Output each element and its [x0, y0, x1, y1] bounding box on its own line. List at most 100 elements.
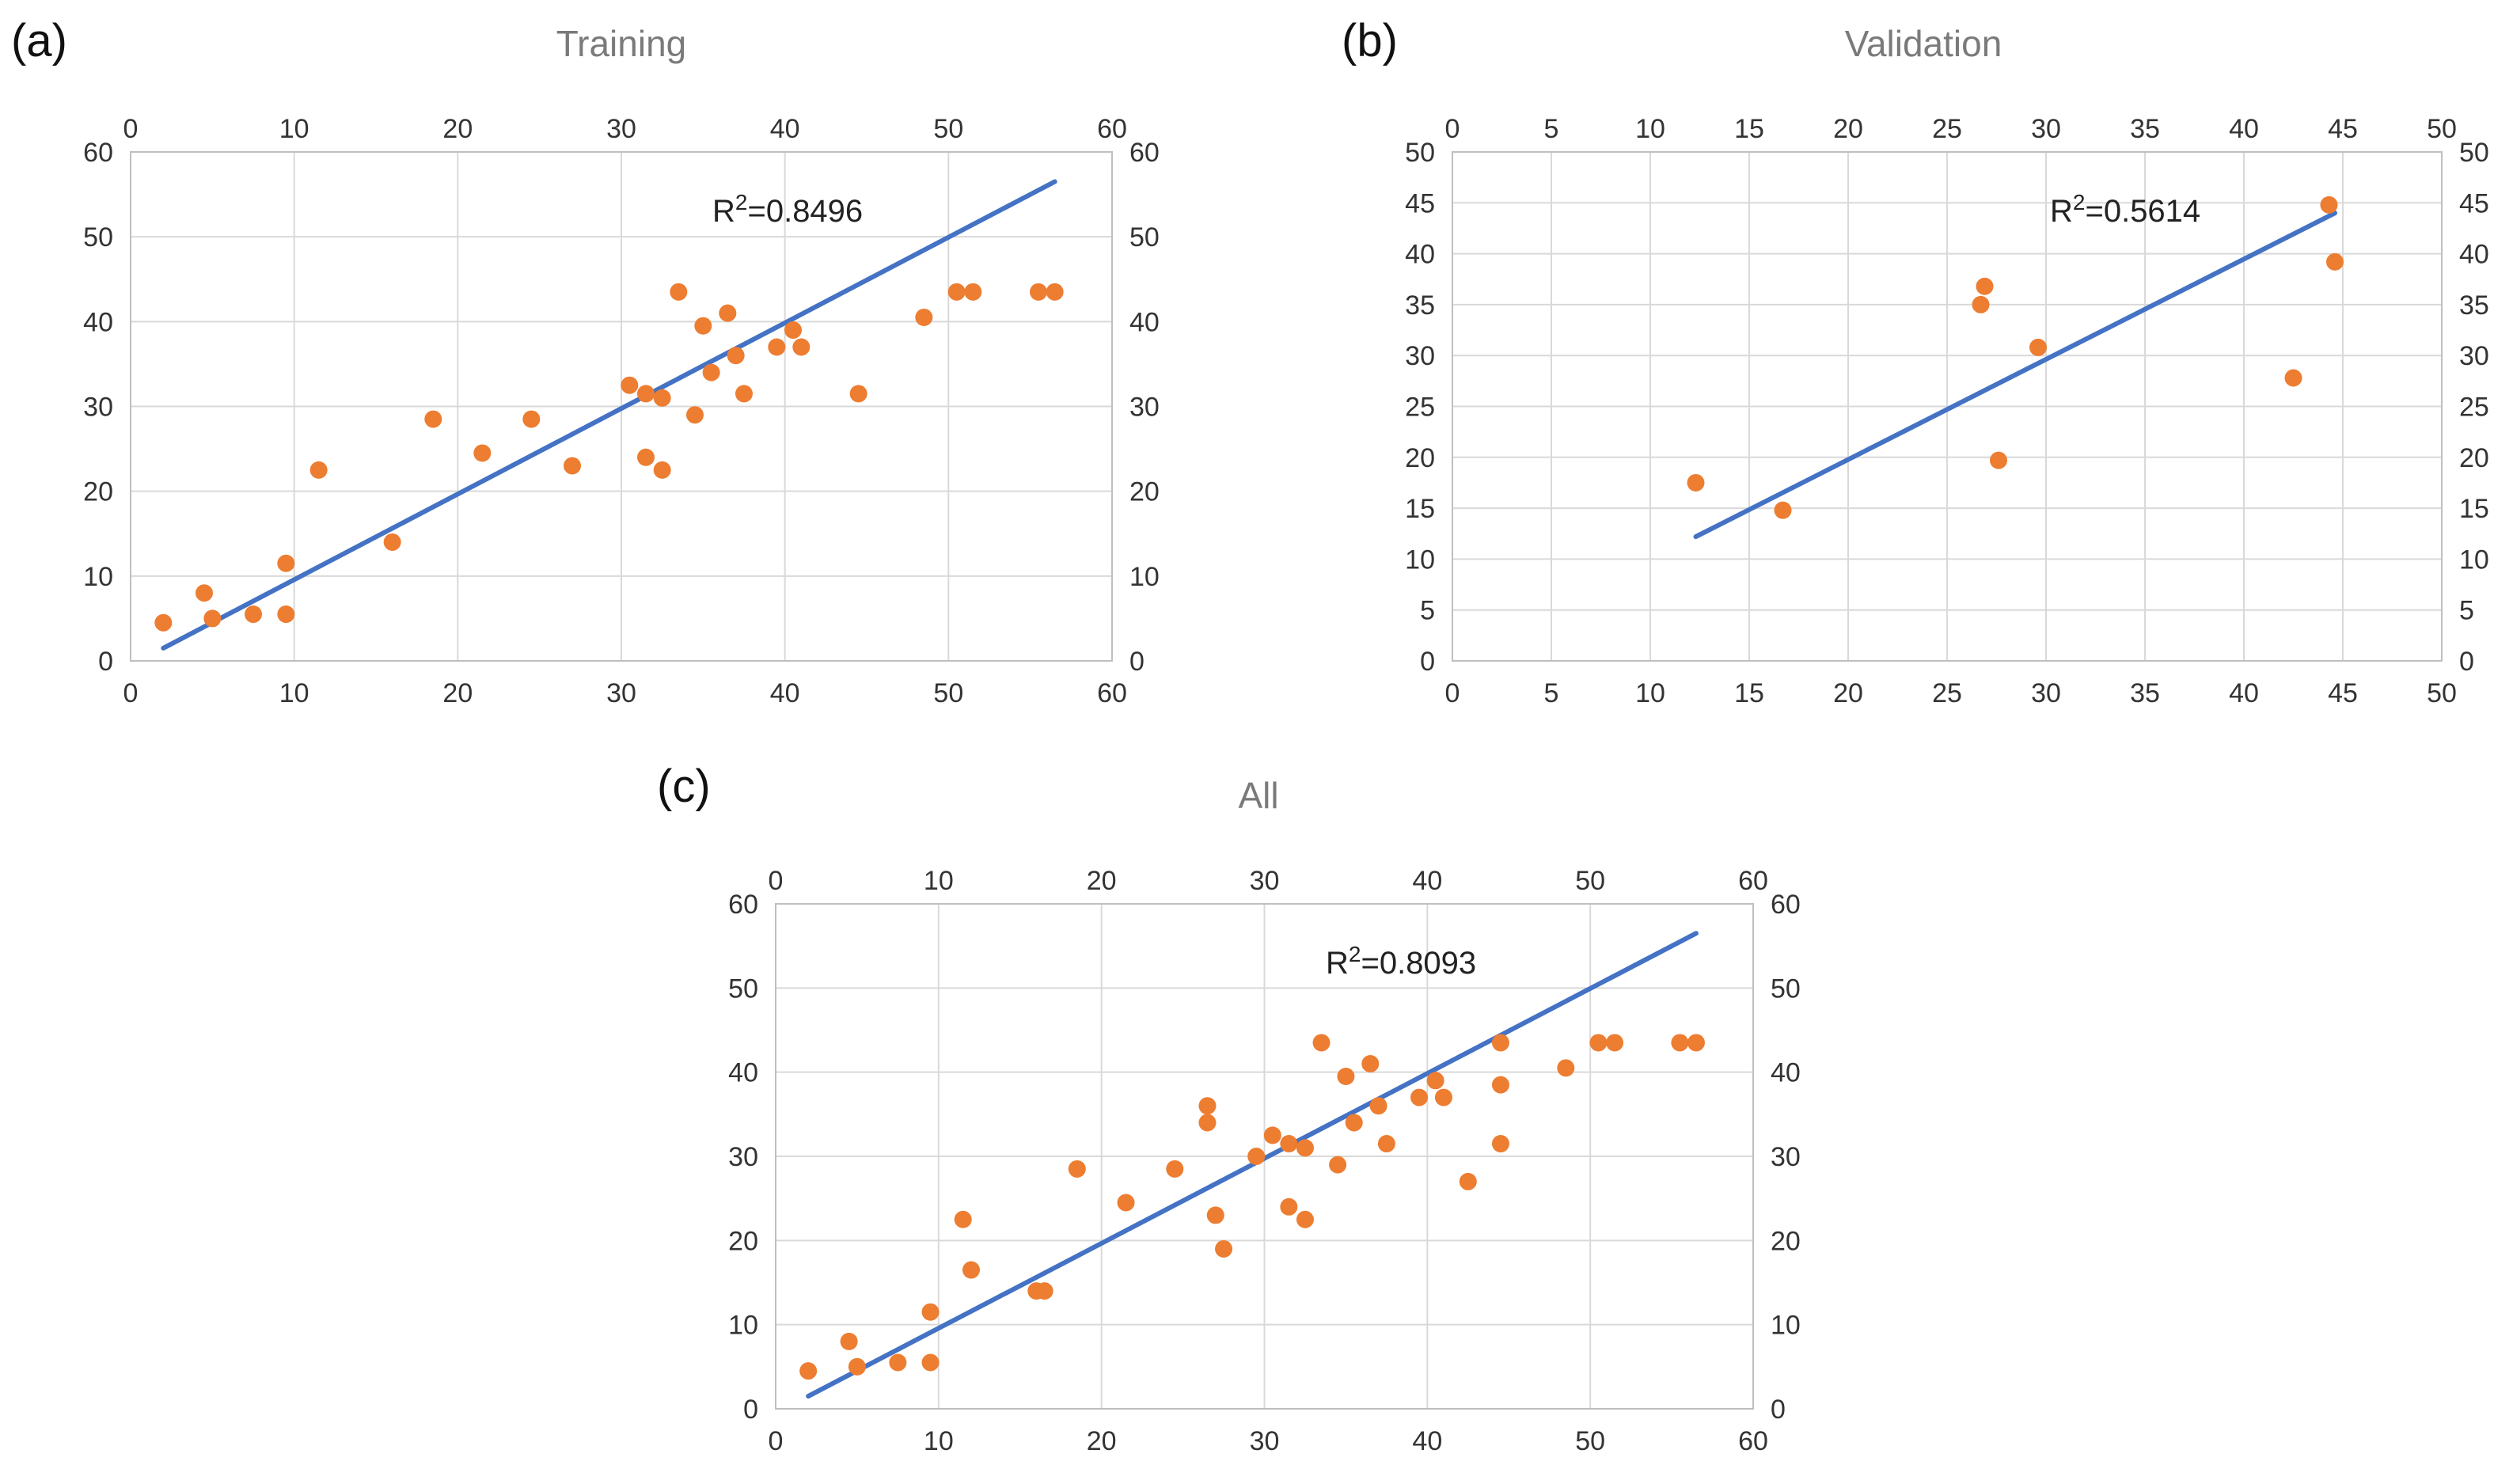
- panel-training: (a) Training 0 0 10 10 20 20 30 30 40 40 50 50 60 60 0…: [0, 0, 1266, 736]
- y-tick-label-left: 0: [1420, 647, 1435, 677]
- data-point: [473, 444, 492, 462]
- x-tick-label-bottom: 30: [2031, 678, 2061, 708]
- data-point: [203, 609, 222, 628]
- y-tick-label-right: 10: [1771, 1311, 1801, 1341]
- y-tick-label-right: 60: [1771, 890, 1801, 920]
- regression-line: [806, 931, 1699, 1399]
- data-point: [653, 389, 671, 407]
- y-tick-label-left: 60: [728, 890, 758, 920]
- data-point: [1198, 1097, 1217, 1115]
- y-tick-label-left: 10: [728, 1311, 758, 1341]
- y-tick-label-right: 20: [1129, 477, 1160, 507]
- y-tick-label-left: 15: [1405, 494, 1435, 524]
- y-tick-label-right: 0: [2459, 647, 2474, 677]
- data-point: [1606, 1034, 1624, 1052]
- y-tick-label-left: 20: [83, 477, 113, 507]
- data-point: [1337, 1067, 1355, 1085]
- panel-validation: (b) Validation 0 0 5 5 10 10 15 15 20 20 25 25 30 30 3…: [1306, 0, 2513, 736]
- data-point: [2320, 195, 2338, 214]
- data-point: [1459, 1172, 1477, 1190]
- data-point: [840, 1332, 858, 1350]
- data-point: [1280, 1197, 1298, 1216]
- data-point: [1426, 1072, 1444, 1090]
- data-point: [1377, 1135, 1395, 1153]
- data-point: [1345, 1114, 1363, 1132]
- x-tick-label-bottom: 60: [1738, 1426, 1768, 1456]
- x-tick-label-top: 60: [1738, 866, 1768, 896]
- data-point: [1990, 451, 2007, 469]
- y-tick-label-left: 10: [1405, 545, 1435, 575]
- r-squared-annotation: R2=0.5614: [2050, 190, 2200, 230]
- y-tick-label-right: 30: [1771, 1142, 1801, 1172]
- data-point: [277, 605, 295, 624]
- y-tick-label-right: 40: [1129, 307, 1160, 337]
- y-tick-label-left: 20: [1405, 443, 1435, 473]
- x-tick-label-bottom: 45: [2328, 678, 2358, 708]
- y-tick-label-right: 50: [1771, 974, 1801, 1004]
- panel-label: (c): [657, 761, 711, 812]
- data-point: [383, 533, 401, 551]
- panel-label: (a): [11, 15, 67, 66]
- data-point: [768, 338, 786, 356]
- y-tick-label-left: 50: [83, 222, 113, 252]
- x-tick-label-top: 40: [2229, 114, 2259, 144]
- y-tick-label-right: 30: [1129, 393, 1160, 423]
- x-tick-label-top: 0: [1445, 114, 1460, 144]
- x-tick-label-bottom: 50: [933, 678, 963, 708]
- y-tick-label-left: 40: [83, 307, 113, 337]
- data-point: [719, 304, 737, 322]
- x-tick-label-top: 40: [770, 114, 800, 144]
- data-point: [1166, 1159, 1184, 1178]
- data-point: [637, 385, 655, 403]
- data-point: [2029, 338, 2047, 356]
- x-tick-label-top: 35: [2130, 114, 2160, 144]
- data-point: [1296, 1139, 1314, 1157]
- x-tick-label-top: 30: [2031, 114, 2061, 144]
- x-tick-label-bottom: 50: [1575, 1426, 1605, 1456]
- x-tick-label-bottom: 10: [279, 678, 309, 708]
- x-tick-label-top: 5: [1544, 114, 1559, 144]
- x-tick-label-top: 40: [1412, 866, 1442, 896]
- y-tick-label-right: 60: [1129, 138, 1160, 168]
- data-point: [1263, 1126, 1281, 1144]
- data-point: [1215, 1239, 1233, 1258]
- data-point: [1206, 1206, 1224, 1224]
- data-point: [1312, 1034, 1331, 1052]
- x-tick-label-top: 20: [1833, 114, 1863, 144]
- data-point: [1296, 1210, 1314, 1228]
- y-tick-label-right: 0: [1771, 1395, 1786, 1425]
- x-tick-label-top: 60: [1097, 114, 1127, 144]
- y-tick-label-left: 30: [728, 1142, 758, 1172]
- data-point: [1369, 1097, 1387, 1115]
- x-tick-label-top: 50: [2427, 114, 2457, 144]
- data-point: [1687, 473, 1705, 492]
- data-point: [1557, 1059, 1575, 1077]
- data-point: [1198, 1114, 1217, 1132]
- x-tick-label-bottom: 0: [123, 678, 139, 708]
- data-point: [154, 613, 173, 632]
- data-point: [792, 338, 810, 356]
- panel-label: (b): [1342, 15, 1398, 66]
- x-tick-label-bottom: 20: [1087, 1426, 1117, 1456]
- data-point: [277, 554, 295, 572]
- data-point: [915, 308, 933, 326]
- data-point: [921, 1353, 940, 1372]
- data-point: [1671, 1034, 1689, 1052]
- x-tick-label-top: 20: [1087, 866, 1117, 896]
- x-tick-label-top: 10: [279, 114, 309, 144]
- x-tick-label-bottom: 25: [1932, 678, 1962, 708]
- x-tick-label-top: 30: [1250, 866, 1280, 896]
- data-point: [947, 283, 966, 301]
- data-point: [954, 1210, 972, 1228]
- x-tick-label-top: 50: [933, 114, 963, 144]
- data-point: [195, 584, 213, 602]
- data-point: [686, 406, 704, 424]
- data-point: [727, 347, 745, 365]
- y-tick-label-left: 50: [1405, 138, 1435, 168]
- x-tick-label-bottom: 20: [1833, 678, 1863, 708]
- y-tick-label-right: 30: [2459, 341, 2489, 371]
- plot-frame: [775, 903, 1754, 1410]
- y-tick-label-left: 30: [1405, 341, 1435, 371]
- y-tick-label-left: 20: [728, 1226, 758, 1256]
